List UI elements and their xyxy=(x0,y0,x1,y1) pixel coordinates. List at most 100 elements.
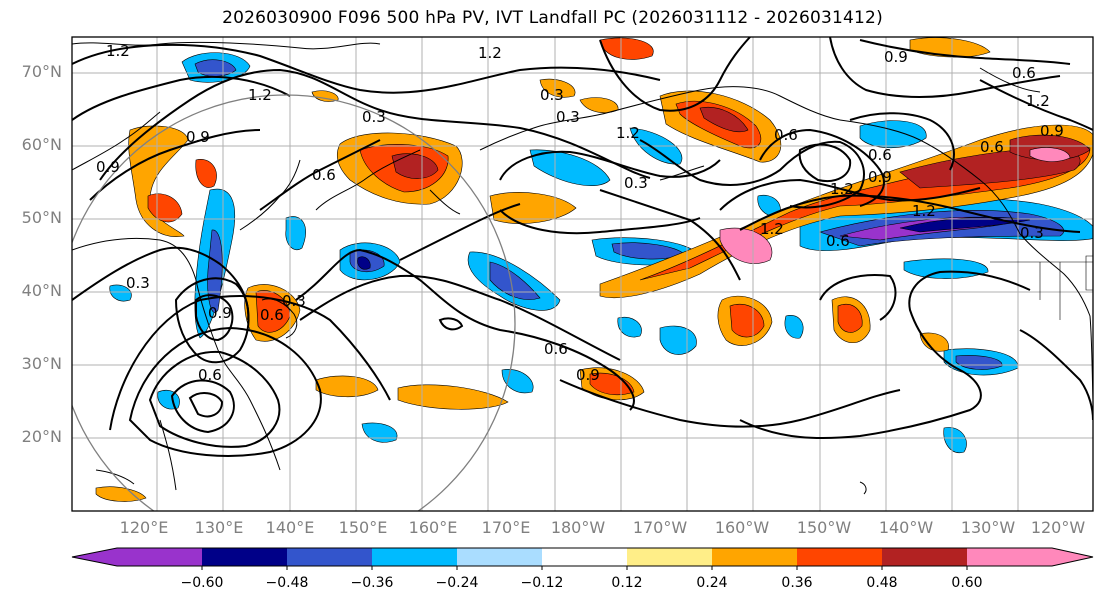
lat-label: 50°N xyxy=(21,208,62,227)
map-frame xyxy=(71,36,1094,512)
negative-anomaly xyxy=(194,59,237,77)
colorbar-tick-label: −0.12 xyxy=(520,575,564,591)
positive-anomaly xyxy=(729,304,765,338)
contour-label: 0.6 xyxy=(868,146,892,164)
contour-label: 0.6 xyxy=(544,340,568,358)
contour-label: 1.2 xyxy=(1026,92,1050,110)
contour-label: 0.9 xyxy=(186,128,210,146)
contour-label: 0.6 xyxy=(826,232,850,250)
colorbar-tick-label: −0.60 xyxy=(180,575,224,591)
contour-label: 0.3 xyxy=(282,292,306,310)
contour-label: 0.9 xyxy=(1040,122,1064,140)
lon-label: 130°W xyxy=(960,518,1016,537)
contour-label: 0.9 xyxy=(208,304,232,322)
contour-label: 0.6 xyxy=(774,126,798,144)
lat-label: 20°N xyxy=(21,427,62,446)
colorbar-bin xyxy=(117,548,202,566)
contour-label: 0.6 xyxy=(198,366,222,384)
negative-anomaly xyxy=(109,284,132,302)
lat-label: 70°N xyxy=(21,62,62,81)
lon-label: 160°W xyxy=(714,518,770,537)
negative-anomaly xyxy=(955,355,1003,370)
contour-label: 0.9 xyxy=(884,48,908,66)
colorbar-bin xyxy=(542,548,627,566)
negative-anomaly xyxy=(899,216,1031,233)
colorbar-outline xyxy=(71,547,1094,567)
contour-label: 0.6 xyxy=(260,306,284,324)
colorbar-extend-low xyxy=(72,548,117,566)
positive-anomaly xyxy=(909,37,991,58)
negative-anomaly xyxy=(859,120,927,149)
contour-label: 0.6 xyxy=(1012,64,1036,82)
negative-anomaly xyxy=(617,316,642,338)
lon-label: 180°W xyxy=(550,518,606,537)
colorbar xyxy=(71,547,1094,570)
positive-anomaly xyxy=(719,227,773,264)
contour-label: 1.2 xyxy=(106,42,130,60)
contour-label: 0.6 xyxy=(980,138,1004,156)
positive-anomaly xyxy=(837,304,863,333)
positive-anomaly xyxy=(919,332,949,352)
lon-label: 160°E xyxy=(408,518,458,537)
contour-label: 0.3 xyxy=(556,108,580,126)
negative-anomaly xyxy=(357,256,371,270)
colorbar-tick-label: −0.24 xyxy=(435,575,479,591)
negative-anomaly xyxy=(285,216,306,250)
colorbar-tick-label: 0.48 xyxy=(866,575,898,591)
contour-label: 0.6 xyxy=(312,166,336,184)
lon-label: 170°E xyxy=(481,518,531,537)
contour-label: 0.9 xyxy=(868,168,892,186)
state-borders xyxy=(990,255,1093,320)
contour-label: 0.3 xyxy=(362,108,386,126)
positive-anomaly xyxy=(315,375,379,398)
shaded-anomaly-fields xyxy=(95,37,1093,502)
lat-label: 40°N xyxy=(21,281,62,300)
colorbar-bin xyxy=(202,548,287,566)
colorbar-bin xyxy=(712,548,797,566)
positive-anomaly xyxy=(311,90,339,102)
contour-label: 0.3 xyxy=(624,174,648,192)
pv-contours xyxy=(72,37,1093,457)
colorbar-bin xyxy=(457,548,542,566)
positive-anomaly xyxy=(397,384,509,410)
lon-label: 170°W xyxy=(632,518,688,537)
contour-label: 0.9 xyxy=(96,158,120,176)
colorbar-tick-label: −0.48 xyxy=(265,575,309,591)
coastlines xyxy=(72,41,1093,495)
positive-anomaly xyxy=(1029,147,1071,162)
contour-label: 1.2 xyxy=(760,220,784,238)
contour-label: 0.3 xyxy=(126,274,150,292)
colorbar-bin xyxy=(627,548,712,566)
contour-label: 1.2 xyxy=(248,86,272,104)
contour-label: 0.9 xyxy=(576,366,600,384)
positive-anomaly xyxy=(539,78,576,98)
contour-label: 1.2 xyxy=(830,180,854,198)
lon-label: 130°E xyxy=(194,518,244,537)
radius-circle xyxy=(72,94,516,511)
positive-anomaly xyxy=(195,159,217,188)
contour-label: 1.2 xyxy=(912,202,936,220)
lon-label: 120°E xyxy=(119,518,169,537)
colorbar-bin xyxy=(797,548,882,566)
contour-label: 1.2 xyxy=(616,124,640,142)
colorbar-bin xyxy=(967,548,1052,566)
colorbar-bin xyxy=(882,548,967,566)
lon-label: 120°W xyxy=(1030,518,1086,537)
positive-anomaly xyxy=(589,372,635,396)
positive-anomaly xyxy=(391,153,439,179)
positive-anomaly xyxy=(699,106,749,133)
colorbar-tick-label: 0.60 xyxy=(951,575,983,591)
lon-label: 150°W xyxy=(796,518,852,537)
colorbar-tick-label: −0.36 xyxy=(350,575,394,591)
colorbar-tick-label: 0.36 xyxy=(781,575,813,591)
positive-anomaly xyxy=(128,125,189,237)
colorbar-extend-high xyxy=(1052,548,1093,566)
graticule xyxy=(72,37,1093,511)
colorbar-bin xyxy=(372,548,457,566)
negative-anomaly xyxy=(784,315,804,339)
map-title: 2026030900 F096 500 hPa PV, IVT Landfall… xyxy=(222,8,883,28)
contour-label: 0.3 xyxy=(540,86,564,104)
negative-anomaly xyxy=(943,427,967,454)
lat-label: 60°N xyxy=(21,135,62,154)
